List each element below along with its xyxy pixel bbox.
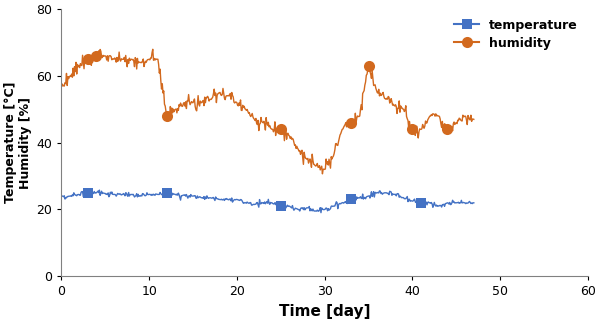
Y-axis label: Temperature [°C]
Humidity [%]: Temperature [°C] Humidity [%] [4, 82, 32, 203]
humidity [277, 127, 284, 131]
humidity [409, 127, 416, 131]
humidity [84, 57, 91, 61]
humidity [163, 114, 170, 118]
humidity [347, 121, 355, 125]
temperature [277, 204, 284, 208]
temperature [163, 191, 170, 195]
X-axis label: Time [day]: Time [day] [279, 304, 370, 319]
Legend: temperature, humidity: temperature, humidity [451, 16, 581, 54]
humidity [444, 127, 451, 131]
Line: humidity: humidity [82, 50, 453, 135]
humidity [365, 64, 372, 68]
Line: temperature: temperature [83, 188, 426, 211]
temperature [84, 191, 91, 195]
humidity [93, 54, 100, 58]
temperature [347, 198, 355, 202]
temperature [418, 201, 425, 205]
